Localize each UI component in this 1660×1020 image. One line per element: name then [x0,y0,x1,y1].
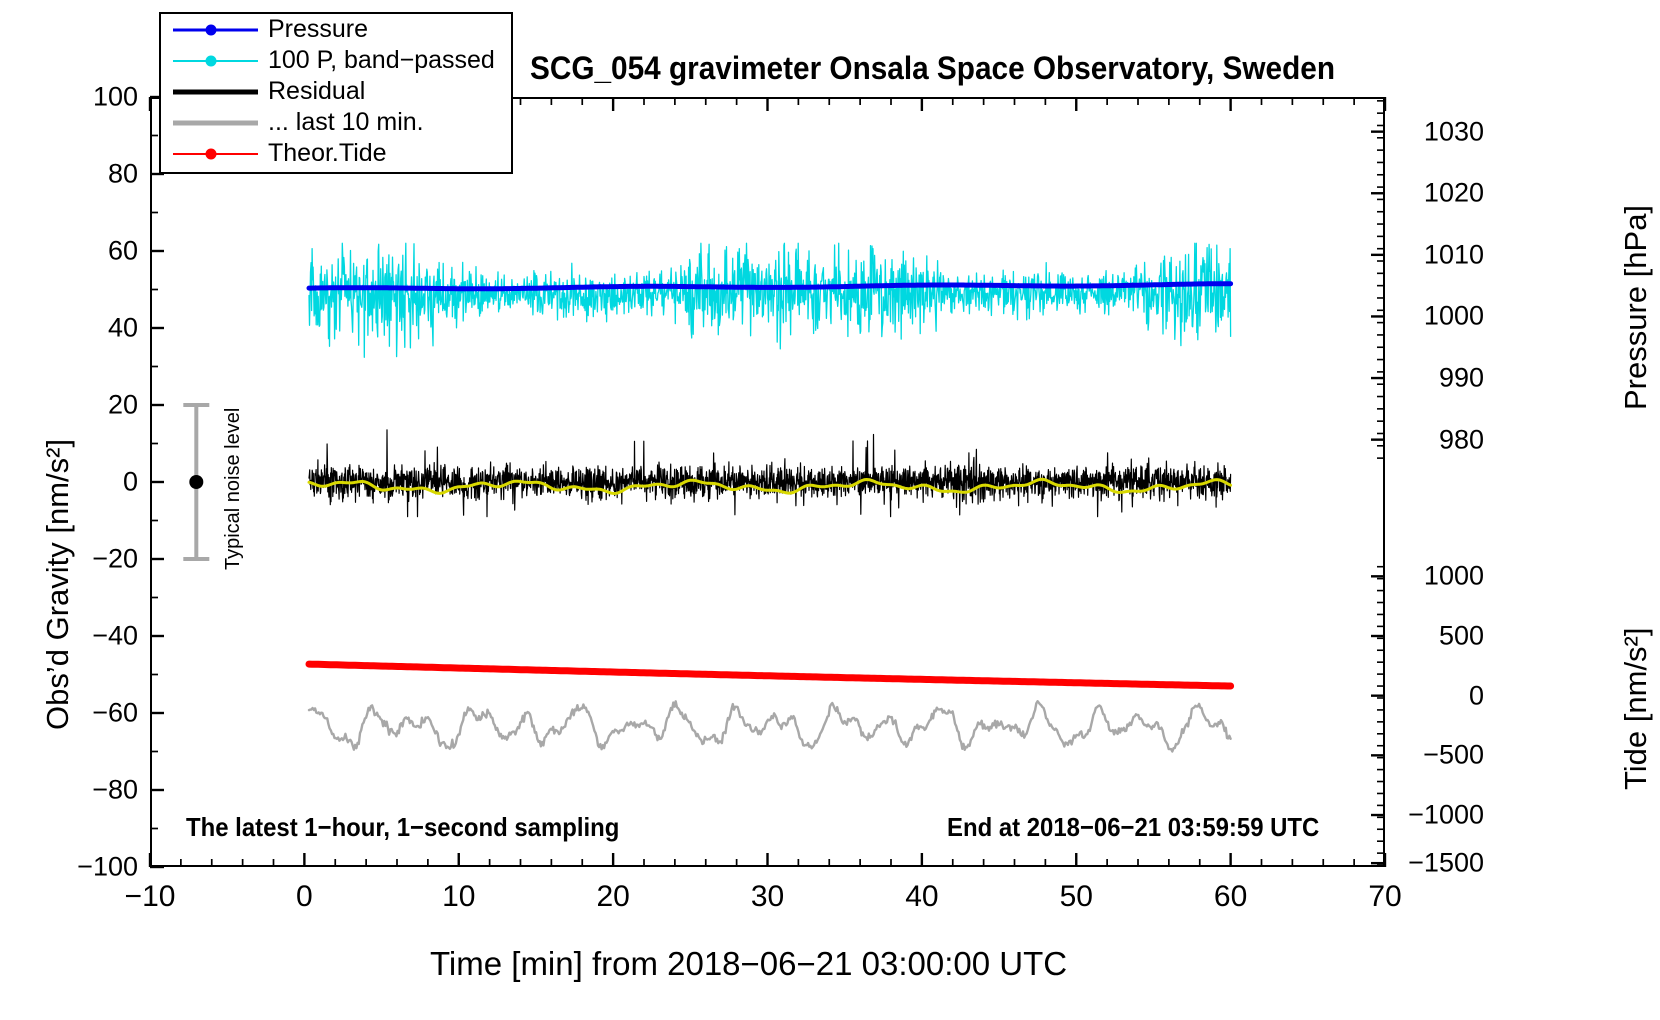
y-left-tick-label: 80 [107,158,138,189]
y-right-tide-tick-label: −500 [1423,739,1484,770]
line-icon [173,108,258,138]
y-right-pressure-tick-label: 990 [1438,362,1484,393]
y-left-tick-label: −20 [92,543,138,574]
legend-item-label: 100 P, band−passed [268,46,495,74]
chart-title: SCG_054 gravimeter Onsala Space Observat… [530,50,1336,86]
x-axis-title: Time [min] from 2018−06−21 03:00:00 UTC [430,945,1068,982]
legend-item[interactable]: 100 P, band−passed [161,45,511,76]
y-right-pressure-tick-label: 1010 [1423,239,1484,270]
y-right-tide-tick-label: 500 [1438,620,1484,651]
x-tick-label: −10 [124,880,176,913]
y-left-tick-label: −60 [92,697,138,728]
legend-line-swatch [173,120,258,125]
x-tick-label: 10 [442,880,476,913]
line-icon [173,77,258,107]
legend-item[interactable]: Theor.Tide [161,138,511,169]
y-left-tick-label: 40 [107,312,138,343]
y-left-tick-label: −80 [92,774,138,805]
legend-item[interactable]: ... last 10 min. [161,107,511,138]
annotation-bottom-left: The latest 1−hour, 1−second sampling [186,812,620,842]
legend-marker-dot [205,55,217,66]
y-left-tick-label: −100 [77,851,138,882]
y-right-pressure-tick-label: 1020 [1423,177,1484,208]
y-right-pressure-tick-label: 980 [1438,424,1484,455]
y-left-tick-label: 0 [122,466,138,497]
x-tick-label: 70 [1368,880,1402,913]
x-tick-label: 50 [1059,880,1093,913]
legend-line-swatch [173,89,258,94]
y-left-tick-label: −40 [92,620,138,651]
x-tick-label: 40 [905,880,939,913]
legend: Pressure 100 P, band−passed Residual ... la… [159,12,513,174]
legend-item-label: Theor.Tide [268,139,387,167]
y-right-tide-tick-label: 0 [1468,680,1484,711]
y-right-pressure-tick-label: 1000 [1423,300,1484,331]
y-left-tick-label: 20 [107,389,138,420]
y-right-tide-tick-label: −1000 [1408,799,1484,830]
y-axis-left-title: Obs’d Gravity [nm/s²] [40,438,75,730]
legend-item[interactable]: Residual [161,76,511,107]
line-marker-icon [173,46,258,76]
noise-level-label: Typical noise level [222,407,244,570]
x-tick-label: 0 [296,880,313,913]
x-tick-label: 60 [1213,880,1248,913]
x-tick-label: 30 [750,880,785,913]
legend-marker-dot [205,148,217,159]
y-axis-right-top-title: Pressure [hPa] [1618,204,1653,410]
y-right-tide-tick-label: 1000 [1423,560,1484,591]
legend-marker-dot [205,24,217,35]
line-marker-icon [173,15,258,45]
y-right-tide-tick-label: −1500 [1408,847,1484,878]
line-marker-icon [173,139,258,169]
legend-item-label: Pressure [268,15,369,43]
y-left-tick-label: 60 [107,235,138,266]
y-left-tick-label: 100 [92,81,138,112]
legend-item-label: ... last 10 min. [268,108,424,136]
annotation-bottom-right: End at 2018−06−21 03:59:59 UTC [947,812,1320,842]
legend-item-label: Residual [268,77,366,105]
y-axis-right-bottom-title: Tide [nm/s²] [1618,627,1653,791]
x-tick-label: 20 [596,880,630,913]
plot-area [150,97,1385,867]
y-right-pressure-tick-label: 1030 [1423,116,1484,147]
legend-item[interactable]: Pressure [161,14,511,45]
